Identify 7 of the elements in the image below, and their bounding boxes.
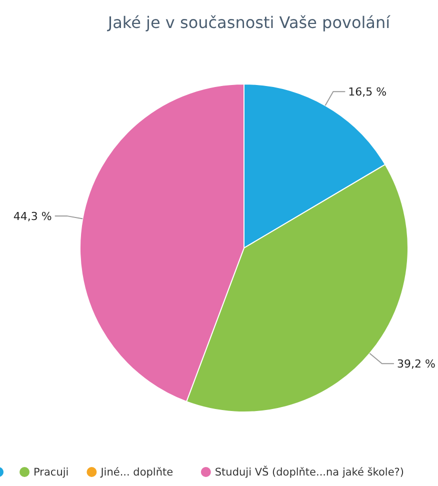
legend-label: Pracuji bbox=[34, 466, 69, 479]
legend-label: Jiné... doplňte bbox=[100, 466, 174, 479]
data-label: 44,3 % bbox=[13, 210, 52, 223]
legend-label: Studuji VŠ (doplňte...na jaké škole?) bbox=[214, 466, 404, 479]
data-label: 39,2 % bbox=[396, 357, 436, 370]
chart-title: Jaké je v současnosti Vaše povolání bbox=[106, 13, 391, 32]
data-label: 16,5 % bbox=[348, 85, 387, 98]
